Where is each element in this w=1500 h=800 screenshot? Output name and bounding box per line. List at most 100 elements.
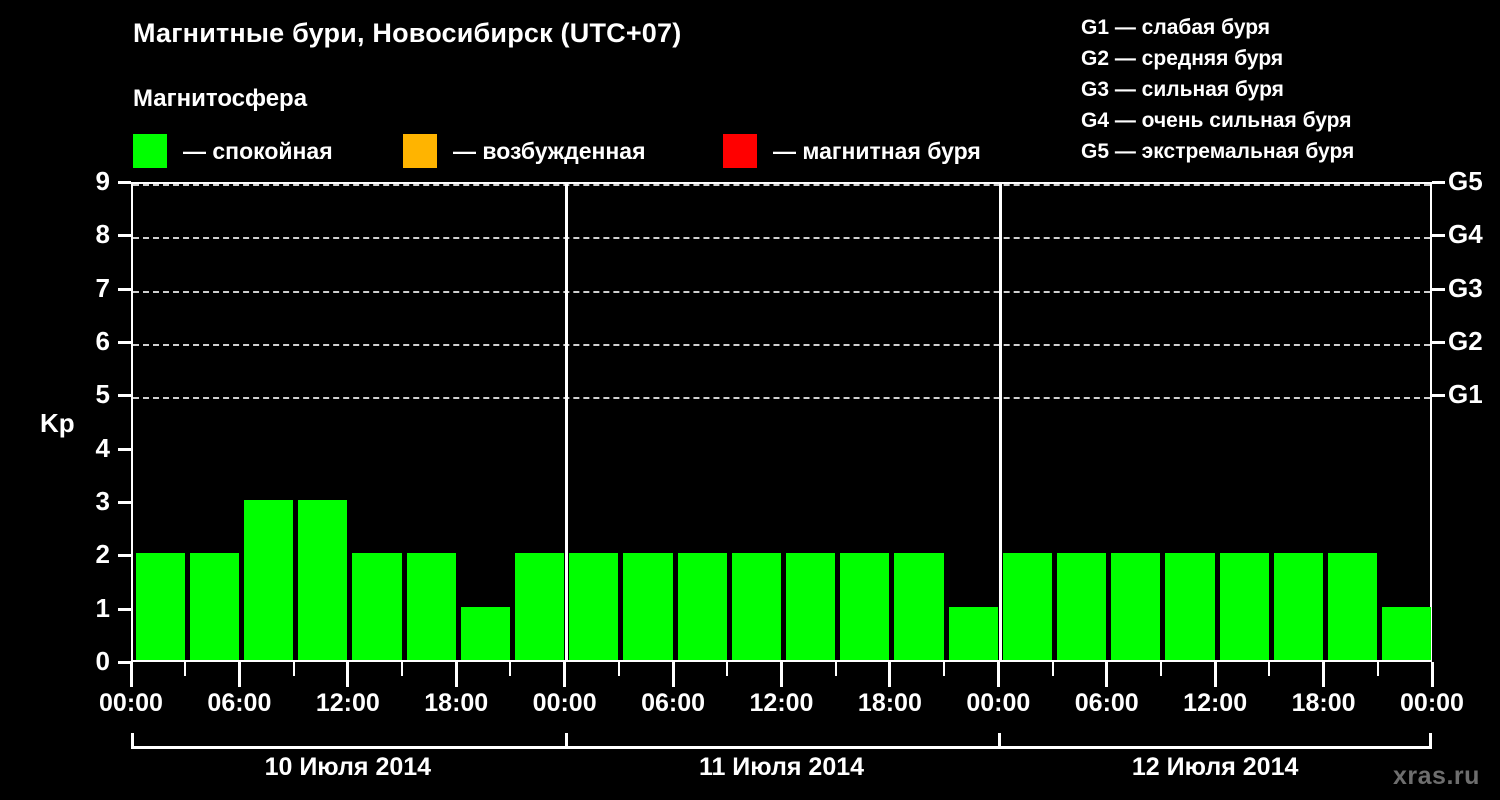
kp-bar: [1382, 606, 1432, 660]
x-tick-major: [671, 662, 675, 687]
magnetosphere-heading: Магнитосфера: [133, 85, 308, 112]
x-tick-minor: [943, 662, 946, 676]
x-tick-label: 06:00: [207, 689, 272, 717]
day-divider: [998, 184, 1002, 660]
gscale-row-g2: G2 — средняя буря: [1081, 47, 1284, 70]
kp-bar: [1111, 553, 1161, 660]
legend-label-unsettled: — возбужденная: [453, 137, 646, 164]
g-tick-mark-g4: [1432, 234, 1445, 238]
kp-bar: [786, 553, 836, 660]
x-tick-minor: [292, 662, 295, 676]
g-tick-label-g2: G2: [1448, 326, 1483, 356]
gridline-kp-6: [133, 344, 1430, 346]
y-tick-label-4: 4: [95, 432, 110, 463]
date-label: 10 Июля 2014: [264, 753, 432, 781]
x-tick-label: 12:00: [315, 689, 380, 717]
y-tick-mark-7: [118, 287, 131, 291]
g-tick-mark-g3: [1432, 287, 1445, 291]
x-tick-major: [454, 662, 458, 687]
x-tick-major: [237, 662, 241, 687]
x-tick-minor: [509, 662, 512, 676]
y-tick-label-3: 3: [95, 486, 110, 516]
chart-plot-area: [131, 182, 1432, 662]
legend-item-unsettled: — возбужденная: [403, 133, 646, 169]
kp-bar: [677, 553, 727, 660]
y-tick-mark-0: [118, 661, 131, 664]
y-tick-label-2: 2: [95, 539, 110, 570]
x-tick-minor: [726, 662, 729, 676]
bracket-tick: [998, 733, 1002, 749]
kp-bar: [189, 553, 239, 660]
kp-bar: [352, 553, 402, 660]
x-tick-label: 06:00: [641, 689, 706, 717]
g-tick-label-g3: G3: [1448, 272, 1483, 303]
g-tick-mark-g2: [1432, 341, 1445, 344]
date-label: 11 Июля 2014: [698, 753, 865, 781]
gridline-kp-5: [133, 397, 1430, 400]
kp-bar: [569, 553, 619, 660]
x-tick-minor: [184, 662, 187, 676]
y-tick-mark-8: [118, 234, 131, 238]
legend-label-calm: — спокойная: [183, 137, 333, 164]
y-tick-label-0: 0: [95, 646, 110, 676]
gscale-row-g3: G3 — сильная буря: [1081, 78, 1284, 101]
watermark: xras.ru: [1393, 762, 1480, 790]
gridline-kp-9: [133, 184, 1430, 186]
x-tick-minor: [1268, 662, 1271, 676]
x-tick-major: [1105, 662, 1109, 687]
kp-bar: [1328, 553, 1378, 660]
x-tick-minor: [1376, 662, 1379, 676]
y-axis-title: Kp: [40, 408, 75, 438]
bracket-line: [131, 746, 1432, 749]
x-tick-minor: [834, 662, 837, 676]
y-tick-label-7: 7: [95, 272, 110, 303]
x-tick-major: [563, 662, 567, 687]
kp-bar: [243, 500, 294, 660]
gridline-kp-8: [133, 237, 1430, 240]
kp-bar: [406, 553, 456, 660]
x-tick-minor: [1051, 662, 1054, 676]
kp-bar: [948, 606, 998, 660]
bracket-tick: [564, 733, 568, 749]
bracket-tick: [131, 733, 134, 749]
gscale-row-g5: G5 — экстремальная буря: [1081, 140, 1355, 163]
y-tick-mark-6: [118, 341, 131, 344]
gscale-row-g1: G1 — слабая буря: [1081, 16, 1271, 39]
x-tick-major: [346, 662, 350, 687]
x-tick-label: 12:00: [1183, 689, 1248, 717]
y-tick-mark-3: [118, 501, 131, 504]
x-tick-minor: [617, 662, 620, 676]
y-tick-label-6: 6: [95, 326, 110, 356]
x-tick-label: 18:00: [1291, 689, 1356, 717]
legend-swatch-unsettled: [403, 134, 437, 168]
x-tick-minor: [1159, 662, 1162, 676]
x-tick-label: 12:00: [749, 689, 814, 717]
legend-item-calm: — спокойная: [133, 133, 333, 169]
kp-bar: [1165, 553, 1215, 660]
kp-bar: [298, 500, 348, 660]
gridline-kp-7: [133, 290, 1430, 293]
kp-bar: [1057, 553, 1107, 660]
gscale-row-g4: G4 — очень сильная буря: [1081, 109, 1352, 132]
y-tick-mark-5: [118, 394, 131, 398]
x-tick-label: 18:00: [857, 689, 922, 717]
kp-bar: [1219, 553, 1269, 660]
kp-bar: [1273, 553, 1324, 660]
kp-bar: [731, 553, 781, 660]
g-tick-label-g5: G5: [1448, 166, 1483, 196]
x-tick-major: [888, 662, 892, 687]
kp-bars: [133, 184, 1432, 660]
page-title: Магнитные бури, Новосибирск (UTC+07): [133, 18, 682, 48]
day-divider: [565, 184, 569, 660]
kp-bar: [514, 553, 565, 660]
g-tick-label-g4: G4: [1448, 219, 1483, 250]
x-tick-major: [1213, 662, 1217, 687]
date-label: 12 Июля 2014: [1131, 753, 1299, 781]
y-tick-mark-2: [118, 554, 131, 558]
x-tick-label: 18:00: [424, 689, 489, 717]
x-tick-label: 00:00: [1400, 689, 1464, 717]
kp-bar: [135, 553, 185, 660]
g-tick-mark-g1: [1432, 394, 1445, 398]
y-tick-label-8: 8: [95, 219, 110, 250]
x-tick-major: [996, 662, 1000, 687]
